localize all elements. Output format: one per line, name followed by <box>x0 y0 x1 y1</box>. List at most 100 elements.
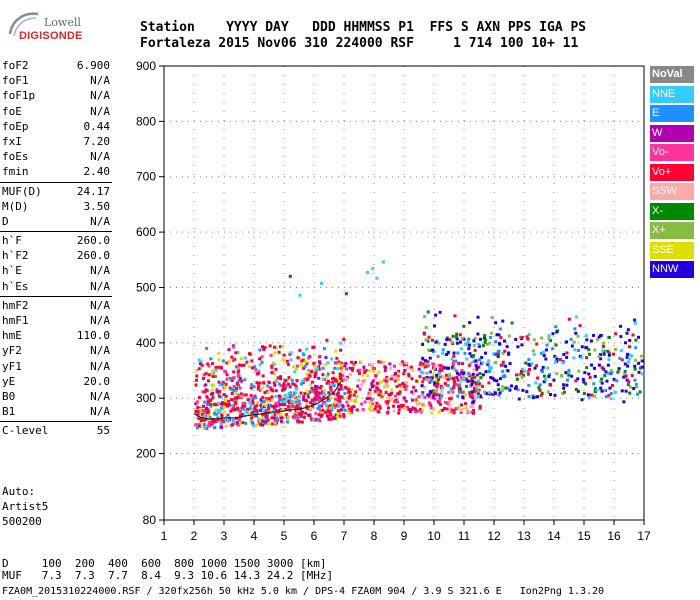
grid-dot <box>326 453 327 455</box>
grid-dot <box>386 286 387 288</box>
grid-dot <box>433 471 435 472</box>
echo-point <box>469 361 473 365</box>
echo-point <box>236 408 240 412</box>
echo-point <box>354 390 358 394</box>
echo-point <box>450 357 454 361</box>
y-tick-label: 300 <box>136 391 156 405</box>
grid-dot <box>433 174 435 175</box>
grid-dot <box>373 318 375 319</box>
echo-point <box>348 372 352 376</box>
param-row: foF2 6.900 <box>0 58 112 73</box>
grid-dot <box>193 192 195 193</box>
grid-dot <box>613 156 615 157</box>
grid-dot <box>253 318 255 319</box>
echo-point <box>596 338 600 342</box>
param-label: foF1p <box>2 89 36 103</box>
echo-point <box>473 389 477 393</box>
echo-point <box>258 363 262 367</box>
grid-dot <box>583 354 585 355</box>
grid-dot <box>338 176 339 178</box>
grid-dot <box>613 93 615 94</box>
echo-point <box>407 372 411 376</box>
echo-point <box>221 380 225 384</box>
grid-dot <box>313 336 315 337</box>
echo-point <box>367 369 371 373</box>
grid-dot <box>368 286 369 288</box>
grid-dot <box>613 183 615 184</box>
echo-point <box>442 366 446 370</box>
echo-point <box>553 360 557 364</box>
echo-point <box>432 350 436 354</box>
echo-point <box>455 407 459 411</box>
grid-dot <box>613 507 615 508</box>
echo-point <box>290 401 294 405</box>
echo-point <box>586 393 590 397</box>
grid-dot <box>572 176 573 178</box>
grid-dot <box>398 176 399 178</box>
grid-dot <box>583 309 585 310</box>
grid-dot <box>458 453 459 455</box>
echo-point <box>255 372 259 376</box>
echo-point <box>447 375 451 379</box>
grid-dot <box>506 176 507 178</box>
grid-dot <box>193 345 195 346</box>
grid-dot <box>313 480 315 481</box>
grid-dot <box>464 453 465 455</box>
grid-dot <box>524 286 525 288</box>
grid-dot <box>493 165 495 166</box>
grid-dot <box>253 498 255 499</box>
x-tick-label: 6 <box>311 529 318 543</box>
echo-point <box>313 418 317 422</box>
param-label: fmin <box>2 165 29 179</box>
echo-point <box>269 353 273 357</box>
param-label: foF1 <box>2 74 29 88</box>
grid-dot <box>493 291 495 292</box>
echo-point <box>628 338 632 342</box>
x-tick-label: 1 <box>161 529 168 543</box>
grid-dot <box>343 498 345 499</box>
grid-dot <box>613 111 615 112</box>
grid-dot <box>530 397 531 399</box>
grid-dot <box>578 342 579 344</box>
grid-dot <box>548 397 549 399</box>
grid-dot <box>343 300 345 301</box>
grid-dot <box>182 120 183 122</box>
y-tick-label: 500 <box>136 280 156 294</box>
grid-dot <box>523 120 525 121</box>
echo-point <box>522 373 526 377</box>
grid-dot <box>493 480 495 481</box>
grid-dot <box>403 363 405 364</box>
echo-point <box>295 405 299 409</box>
grid-dot <box>343 273 345 274</box>
echo-point <box>373 389 377 393</box>
grid-dot <box>446 397 447 399</box>
grid-dot <box>553 363 555 364</box>
grid-dot <box>343 93 345 94</box>
grid-dot <box>283 480 285 481</box>
grid-dot <box>253 93 255 94</box>
echo-point <box>230 408 234 412</box>
grid-dot <box>493 399 495 400</box>
param-row: M(D) 3.50 <box>0 199 112 214</box>
grid-dot <box>536 453 537 455</box>
echo-point <box>544 357 548 361</box>
echo-point <box>610 383 614 387</box>
muf-row: MUF 7.3 7.3 7.7 8.4 9.3 10.6 14.3 24.2 [… <box>2 569 334 582</box>
grid-dot <box>362 120 363 122</box>
grid-dot <box>212 342 213 344</box>
param-value: N/A <box>90 389 110 403</box>
grid-dot <box>386 453 387 455</box>
grid-dot <box>530 286 531 288</box>
echo-point <box>262 400 266 404</box>
echo-point <box>455 341 459 345</box>
grid-dot <box>403 507 405 508</box>
grid-dot <box>193 219 195 220</box>
echo-point <box>487 391 491 395</box>
grid-dot <box>493 156 495 157</box>
echo-point <box>610 369 614 373</box>
echo-point <box>278 396 282 400</box>
grid-dot <box>253 282 255 283</box>
grid-dot <box>553 354 555 355</box>
echo-point <box>474 381 478 385</box>
grid-dot <box>313 210 315 211</box>
